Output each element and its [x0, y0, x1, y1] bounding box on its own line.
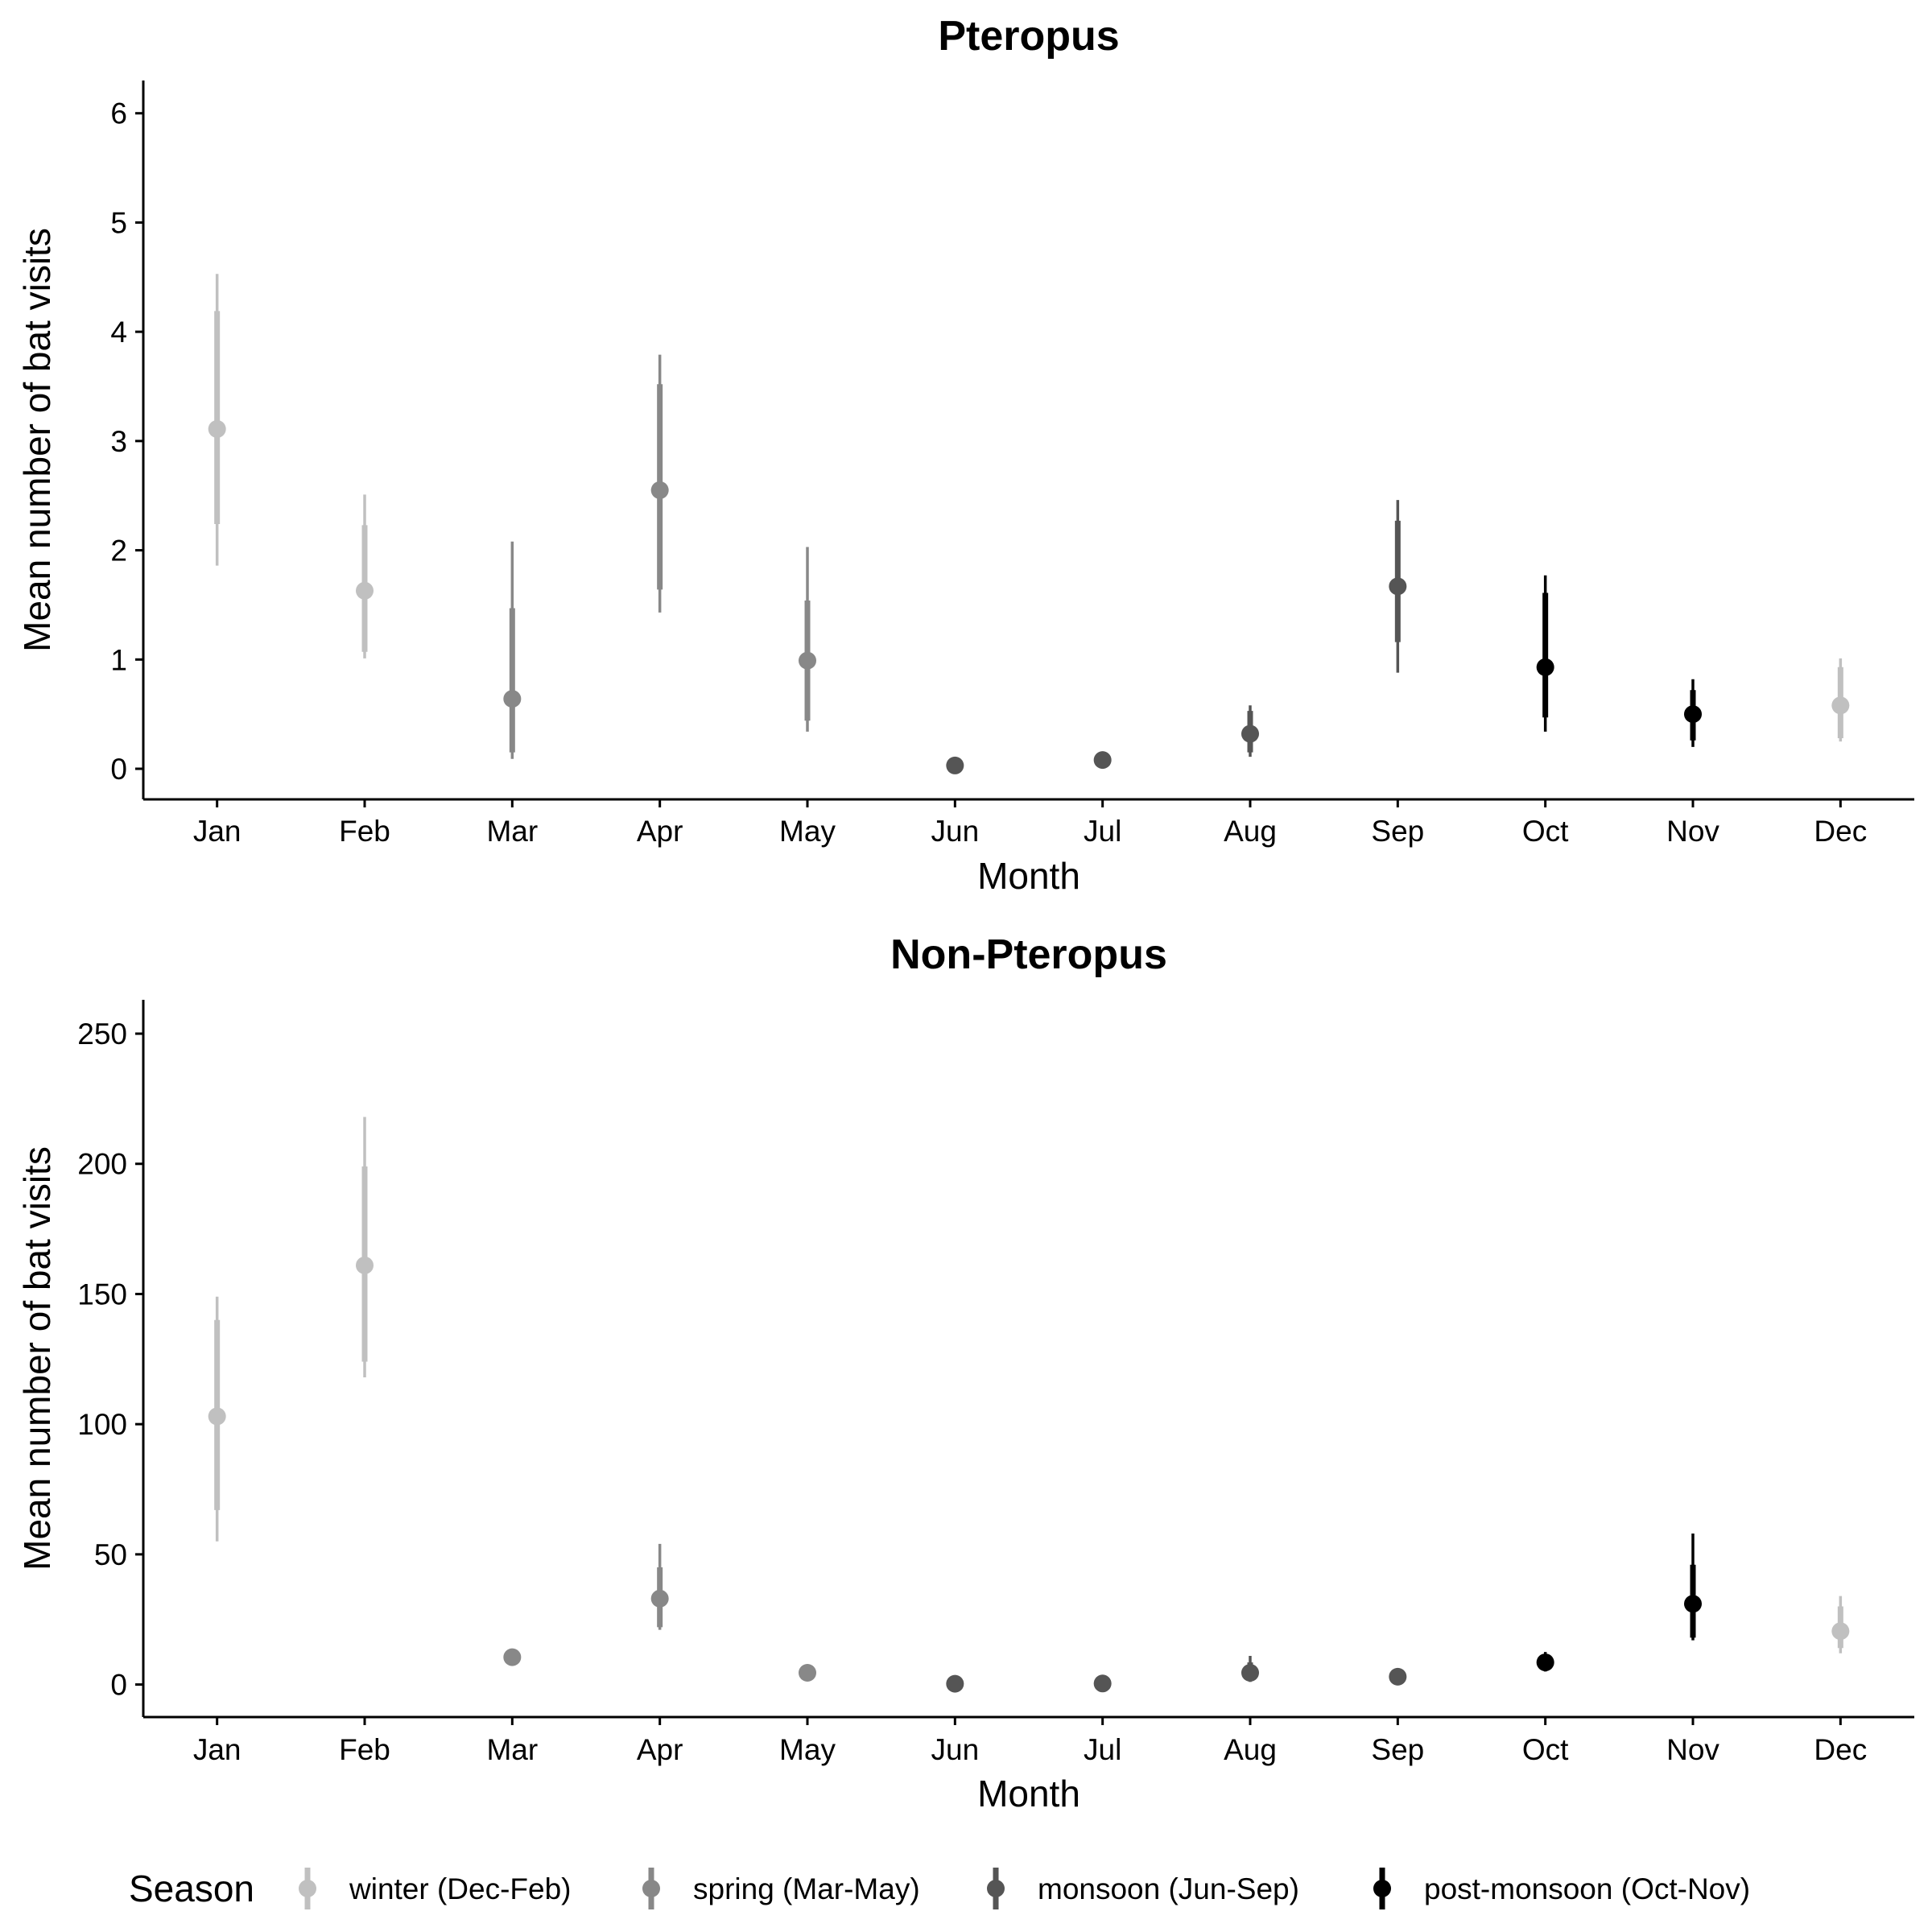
point-may: [799, 1664, 816, 1682]
x-tick-label: Sep: [1371, 1733, 1424, 1766]
x-tick-label: Sep: [1371, 815, 1424, 848]
y-tick-label: 150: [77, 1278, 127, 1311]
point-feb: [356, 581, 374, 600]
point-aug: [1241, 1664, 1259, 1682]
x-tick-label: May: [779, 815, 836, 848]
x-tick-label: Oct: [1522, 1733, 1569, 1766]
panel-title: Pteropus: [938, 13, 1119, 60]
y-axis-title: Mean number of bat visits: [16, 228, 58, 652]
x-tick-label: Jul: [1084, 815, 1121, 848]
legend-label-monsoon: monsoon (Jun-Sep): [1038, 1872, 1299, 1905]
y-tick-label: 200: [77, 1148, 127, 1181]
x-tick-label: Jun: [931, 1733, 980, 1766]
point-apr: [650, 481, 669, 499]
point-mar: [503, 690, 522, 708]
season-legend: Season winter (Dec-Feb) spring (Mar-May) mo…: [129, 1868, 1750, 1909]
y-tick-label: 100: [77, 1408, 127, 1441]
y-tick-label: 250: [77, 1018, 127, 1051]
y-tick-label: 6: [110, 97, 127, 130]
x-tick-label: Dec: [1814, 815, 1867, 848]
y-tick-label: 5: [110, 206, 127, 239]
x-tick-label: Mar: [486, 815, 538, 848]
y-tick-label: 4: [110, 316, 127, 349]
y-tick-label: 1: [110, 643, 127, 676]
panel-non-pteropus: Non-Pteropus 0 50 100 150 200 250 Jan Feb Mar Apr M…: [16, 931, 1914, 1814]
legend-key-point-winter: [299, 1880, 316, 1897]
x-tick-label: Apr: [637, 1733, 683, 1766]
point-oct: [1536, 658, 1554, 676]
point-apr: [650, 1589, 669, 1608]
x-axis-title: Month: [977, 1773, 1080, 1814]
point-oct: [1536, 1653, 1554, 1672]
x-tick-label: Apr: [637, 815, 683, 848]
point-jan: [208, 419, 226, 438]
point-sep: [1389, 1667, 1407, 1686]
point-nov: [1684, 705, 1702, 724]
point-sep: [1389, 577, 1407, 596]
point-aug: [1241, 724, 1259, 743]
x-tick-label: Jan: [193, 1733, 242, 1766]
x-tick-label: Nov: [1666, 1733, 1719, 1766]
point-jun: [946, 1674, 964, 1693]
panel-title: Non-Pteropus: [890, 931, 1167, 978]
point-dec: [1831, 696, 1850, 715]
point-mar: [503, 1648, 522, 1666]
x-tick-label: Dec: [1814, 1733, 1867, 1766]
x-tick-label: Mar: [486, 1733, 538, 1766]
point-nov: [1684, 1595, 1702, 1613]
legend-key-point-post-monsoon: [1373, 1880, 1391, 1897]
point-feb: [356, 1256, 374, 1274]
x-tick-label: Oct: [1522, 815, 1569, 848]
x-tick-label: Feb: [339, 815, 390, 848]
panel-pteropus: Pteropus 0 1 2 3 4 5 6 Jan Feb Mar Apr May Jun Jul Aug S…: [16, 13, 1914, 897]
y-axis-title: Mean number of bat visits: [16, 1146, 58, 1571]
legend-label-winter: winter (Dec-Feb): [349, 1872, 572, 1905]
y-tick-label: 50: [94, 1538, 127, 1571]
point-may: [799, 651, 816, 670]
x-tick-label: Aug: [1224, 815, 1277, 848]
y-tick-label: 0: [110, 1669, 127, 1702]
point-jun: [946, 756, 964, 774]
x-tick-label: Jan: [193, 815, 242, 848]
legend-key-point-spring: [642, 1880, 660, 1897]
point-jan: [208, 1407, 226, 1426]
x-tick-label: Jul: [1084, 1733, 1121, 1766]
x-tick-label: Feb: [339, 1733, 390, 1766]
point-jul: [1093, 751, 1112, 770]
x-tick-label: Nov: [1666, 815, 1719, 848]
legend-key-point-monsoon: [987, 1880, 1005, 1897]
x-tick-label: May: [779, 1733, 836, 1766]
y-tick-label: 2: [110, 535, 127, 568]
point-dec: [1831, 1622, 1850, 1641]
point-jul: [1093, 1674, 1112, 1693]
x-axis-title: Month: [977, 855, 1080, 897]
y-tick-label: 3: [110, 425, 127, 458]
x-tick-label: Aug: [1224, 1733, 1277, 1766]
x-tick-label: Jun: [931, 815, 980, 848]
y-tick-label: 0: [110, 753, 127, 786]
legend-label-post-monsoon: post-monsoon (Oct-Nov): [1424, 1872, 1750, 1905]
legend-label-spring: spring (Mar-May): [693, 1872, 920, 1905]
legend-title: Season: [129, 1868, 254, 1909]
